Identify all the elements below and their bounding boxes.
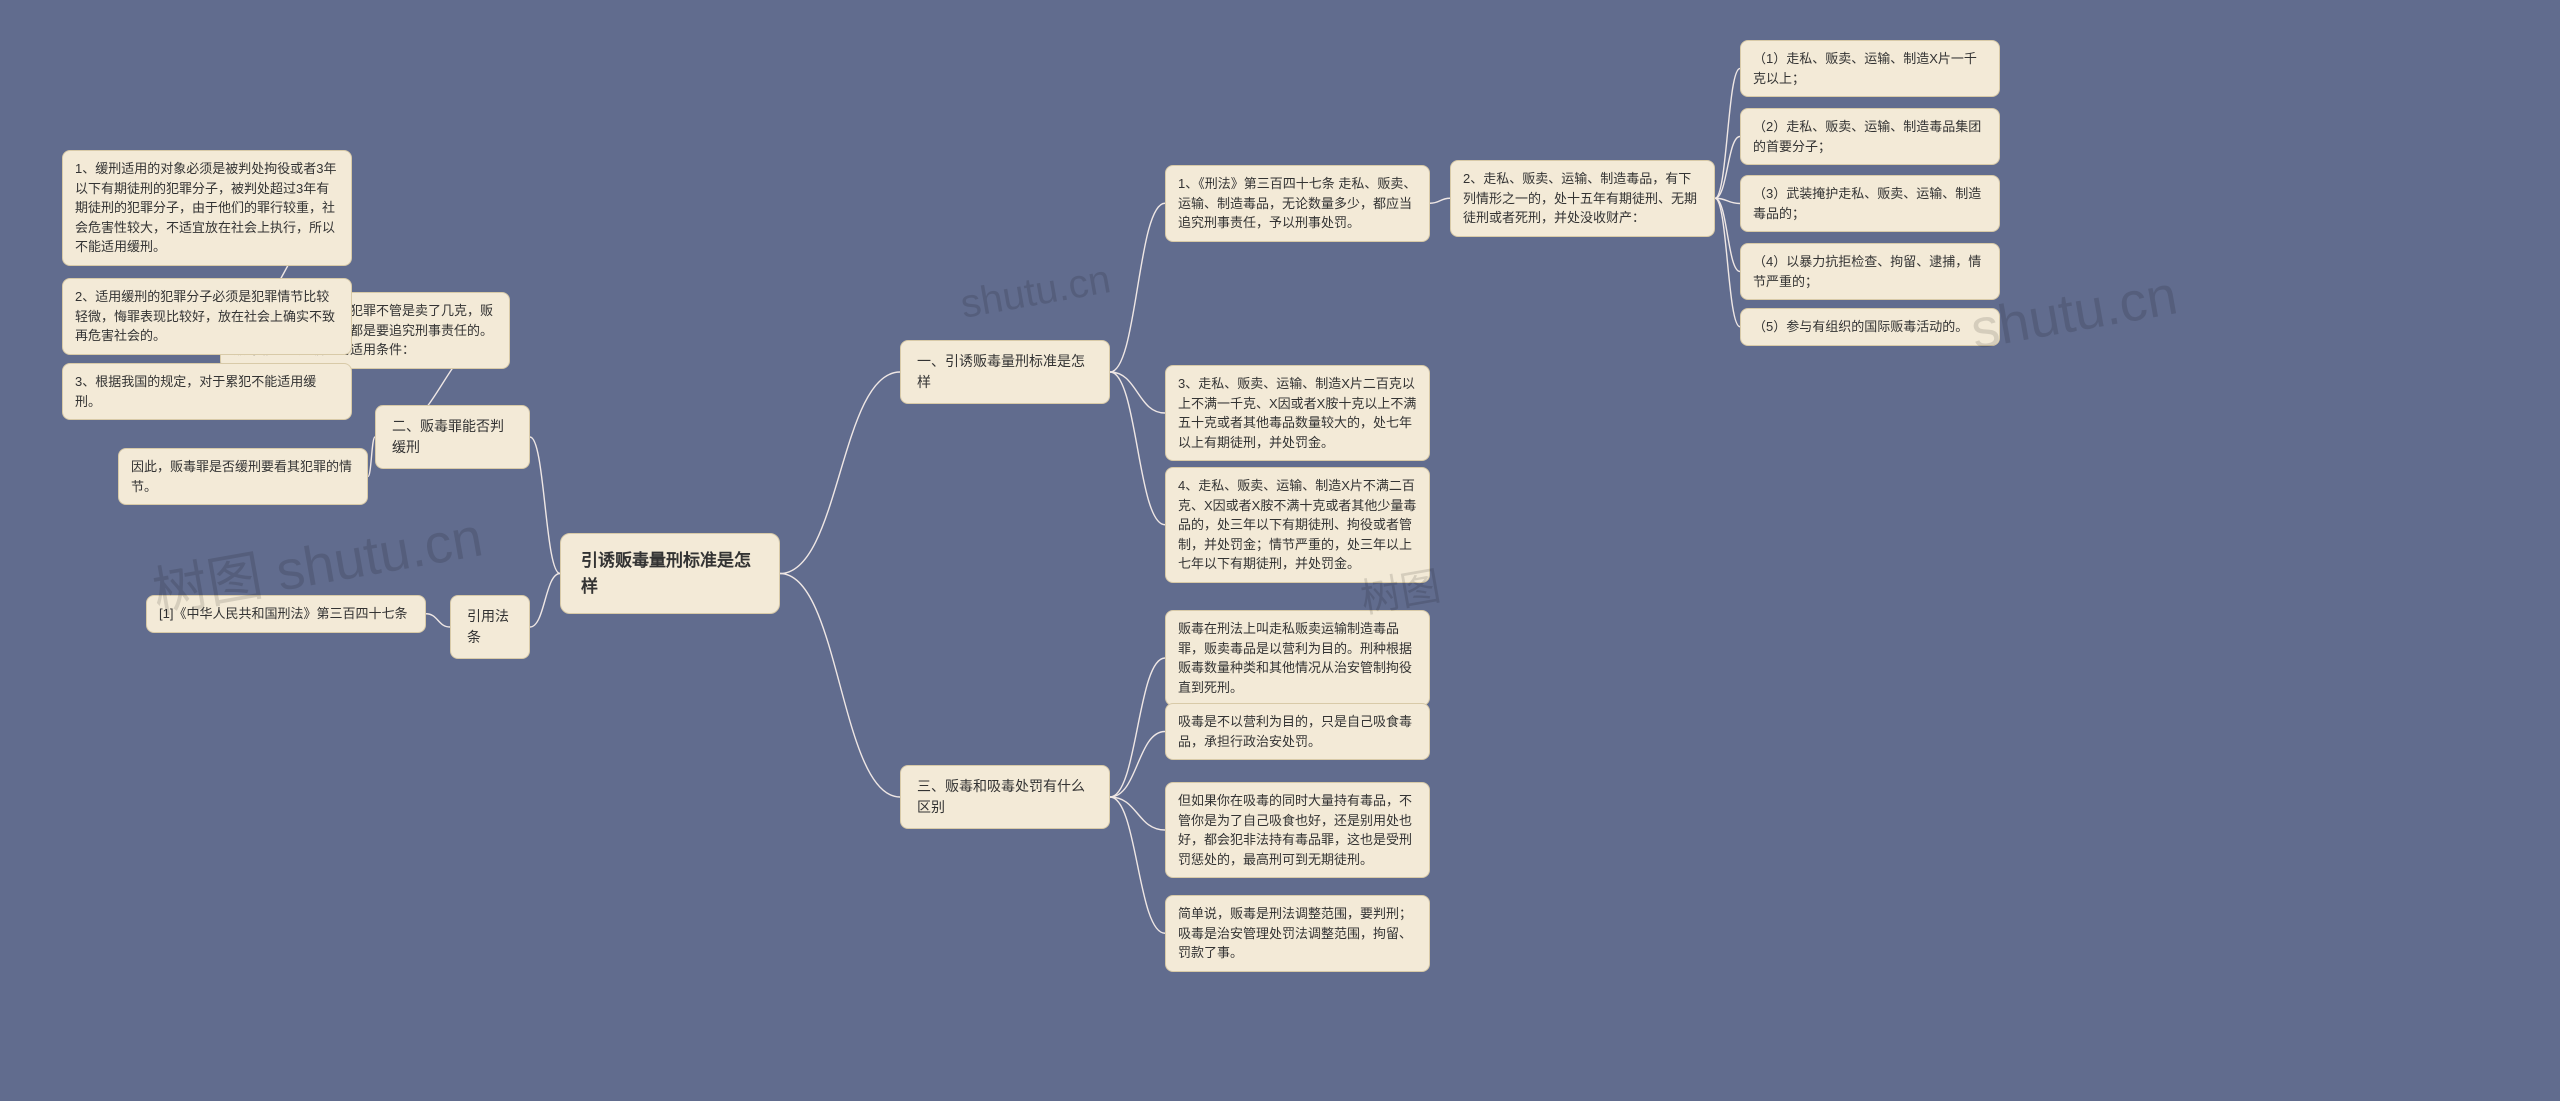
node-b1[interactable]: 一、引诱贩毒量刑标准是怎样 — [900, 340, 1110, 404]
node-b2c1a[interactable]: 1、缓刑适用的对象必须是被判处拘役或者3年以下有期徒刑的犯罪分子，被判处超过3年… — [62, 150, 352, 266]
node-b3c1[interactable]: 贩毒在刑法上叫走私贩卖运输制造毒品罪，贩卖毒品是以营利为目的。刑种根据贩毒数量种… — [1165, 610, 1430, 706]
node-b1c1a3[interactable]: （3）武装掩护走私、贩卖、运输、制造毒品的； — [1740, 175, 2000, 232]
node-b2[interactable]: 二、贩毒罪能否判缓刑 — [375, 405, 530, 469]
node-b3[interactable]: 三、贩毒和吸毒处罚有什么区别 — [900, 765, 1110, 829]
node-b1c3[interactable]: 4、走私、贩卖、运输、制造X片不满二百克、X因或者X胺不满十克或者其他少量毒品的… — [1165, 467, 1430, 583]
node-b1c1a[interactable]: 2、走私、贩卖、运输、制造毒品，有下列情形之一的，处十五年有期徒刑、无期徒刑或者… — [1450, 160, 1715, 237]
node-b1c2[interactable]: 3、走私、贩卖、运输、制造X片二百克以上不满一千克、X因或者X胺十克以上不满五十… — [1165, 365, 1430, 461]
node-center[interactable]: 引诱贩毒量刑标准是怎样 — [560, 533, 780, 614]
node-b2c1c[interactable]: 3、根据我国的规定，对于累犯不能适用缓刑。 — [62, 363, 352, 420]
node-b1c1a4[interactable]: （4）以暴力抗拒检查、拘留、逮捕，情节严重的； — [1740, 243, 2000, 300]
node-b1c1a2[interactable]: （2）走私、贩卖、运输、制造毒品集团的首要分子； — [1740, 108, 2000, 165]
watermark-2: shutu.cn — [957, 257, 1114, 328]
node-b1c1a5[interactable]: （5）参与有组织的国际贩毒活动的。 — [1740, 308, 2000, 346]
node-b2c1b[interactable]: 2、适用缓刑的犯罪分子必须是犯罪情节比较轻微，悔罪表现比较好，放在社会上确实不致… — [62, 278, 352, 355]
node-b3c2[interactable]: 吸毒是不以营利为目的，只是自己吸食毒品，承担行政治安处罚。 — [1165, 703, 1430, 760]
node-b4[interactable]: 引用法条 — [450, 595, 530, 659]
node-b1c1[interactable]: 1、《刑法》第三百四十七条 走私、贩卖、运输、制造毒品，无论数量多少，都应当追究… — [1165, 165, 1430, 242]
node-b2c2[interactable]: 因此，贩毒罪是否缓刑要看其犯罪的情节。 — [118, 448, 368, 505]
node-b3c3[interactable]: 但如果你在吸毒的同时大量持有毒品，不管你是为了自己吸食也好，还是别用处也好，都会… — [1165, 782, 1430, 878]
node-b3c4[interactable]: 简单说，贩毒是刑法调整范围，要判刑；吸毒是治安管理处罚法调整范围，拘留、罚款了事… — [1165, 895, 1430, 972]
node-b1c1a1[interactable]: （1）走私、贩卖、运输、制造X片一千克以上； — [1740, 40, 2000, 97]
node-b4c1[interactable]: [1]《中华人民共和国刑法》第三百四十七条 — [146, 595, 426, 633]
